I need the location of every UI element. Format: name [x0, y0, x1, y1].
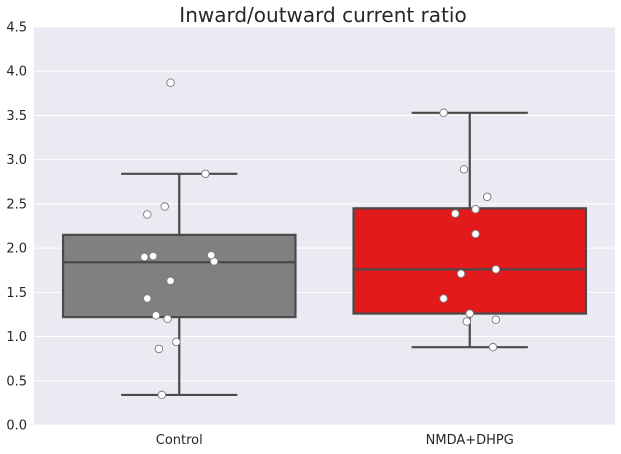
x-tick-label: NMDA+DHPG: [426, 433, 514, 448]
data-point: [492, 266, 500, 274]
chart-title: Inward/outward current ratio: [179, 3, 466, 27]
y-tick-label: 2.0: [6, 242, 27, 257]
data-point: [161, 203, 169, 211]
y-tick-label: 1.5: [6, 286, 27, 301]
iqr-box: [63, 235, 295, 317]
data-point: [167, 277, 175, 285]
data-point: [457, 270, 465, 278]
y-axis-tick-labels: 0.0 0.5 1.0 1.5 2.0 2.5 3.0 3.5 4.0 4.5: [6, 21, 27, 434]
data-point: [143, 211, 151, 219]
data-point: [463, 318, 471, 326]
data-point: [155, 345, 163, 353]
y-tick-label: 0.0: [6, 419, 27, 434]
data-point: [141, 253, 149, 261]
data-point: [440, 295, 448, 303]
data-point: [152, 312, 160, 320]
data-point: [492, 316, 500, 324]
data-point: [489, 343, 497, 351]
data-point: [158, 391, 166, 399]
y-tick-label: 4.0: [6, 65, 27, 80]
data-point: [440, 109, 448, 117]
y-tick-label: 0.5: [6, 374, 27, 389]
y-tick-label: 4.5: [6, 21, 27, 36]
x-axis-tick-labels: Control NMDA+DHPG: [156, 433, 514, 448]
x-tick-label: Control: [156, 433, 203, 448]
data-point: [164, 315, 172, 323]
data-point: [207, 251, 215, 259]
data-point: [149, 252, 157, 260]
data-point: [173, 338, 181, 346]
data-point: [202, 170, 210, 178]
data-point: [472, 205, 480, 213]
iqr-box: [354, 208, 586, 313]
data-point: [143, 295, 151, 303]
data-point: [451, 210, 459, 218]
data-point: [167, 79, 175, 87]
y-tick-label: 3.0: [6, 153, 27, 168]
data-point: [483, 193, 491, 201]
data-point: [472, 230, 480, 238]
data-point: [460, 166, 468, 174]
y-tick-label: 2.5: [6, 197, 27, 212]
data-point: [466, 310, 474, 318]
y-tick-label: 3.5: [6, 109, 27, 124]
y-tick-label: 1.0: [6, 330, 27, 345]
